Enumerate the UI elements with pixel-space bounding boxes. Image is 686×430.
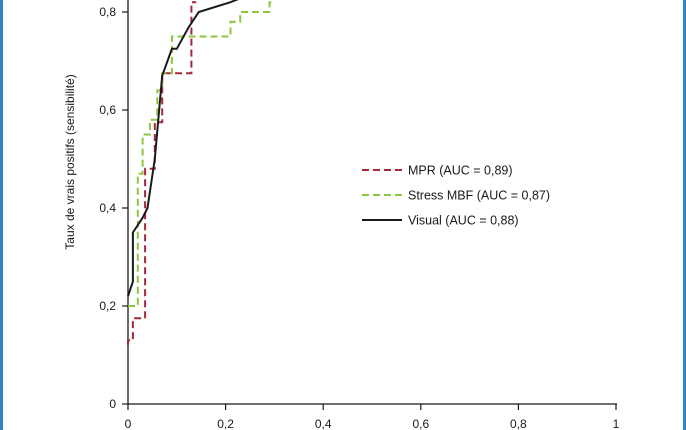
x-tick-label: 0,6 bbox=[412, 417, 429, 430]
y-tick-label: 0,4 bbox=[99, 201, 116, 215]
x-tick-label: 0,8 bbox=[510, 417, 527, 430]
legend-label-1: Stress MBF (AUC = 0,87) bbox=[408, 189, 550, 203]
legend-label-2: Visual (AUC = 0,88) bbox=[408, 214, 519, 228]
x-tick-label: 0 bbox=[125, 417, 132, 430]
x-tick-label: 0,2 bbox=[217, 417, 234, 430]
y-axis-label: Taux de vrais positifs (sensibilité) bbox=[63, 74, 77, 249]
chart-series bbox=[127, 0, 275, 346]
series-line-0 bbox=[127, 1, 197, 346]
x-tick-label: 1 bbox=[613, 417, 620, 430]
y-tick-label: 0 bbox=[109, 397, 116, 411]
x-tick-label: 0,4 bbox=[315, 417, 332, 430]
y-tick-label: 0,6 bbox=[99, 103, 116, 117]
chart-axes: 0 0,2 0,4 0,6 0,8 0 0,2 0,4 0,6 0,8 1 bbox=[99, 0, 620, 430]
y-tick-label: 0,2 bbox=[99, 299, 116, 313]
y-tick-label: 0,8 bbox=[99, 5, 116, 19]
series-line-2 bbox=[127, 0, 239, 297]
legend-label-0: MPR (AUC = 0,89) bbox=[408, 164, 513, 178]
chart-legend: MPR (AUC = 0,89) Stress MBF (AUC = 0,87) V… bbox=[362, 164, 550, 228]
series-line-1 bbox=[128, 1, 275, 307]
